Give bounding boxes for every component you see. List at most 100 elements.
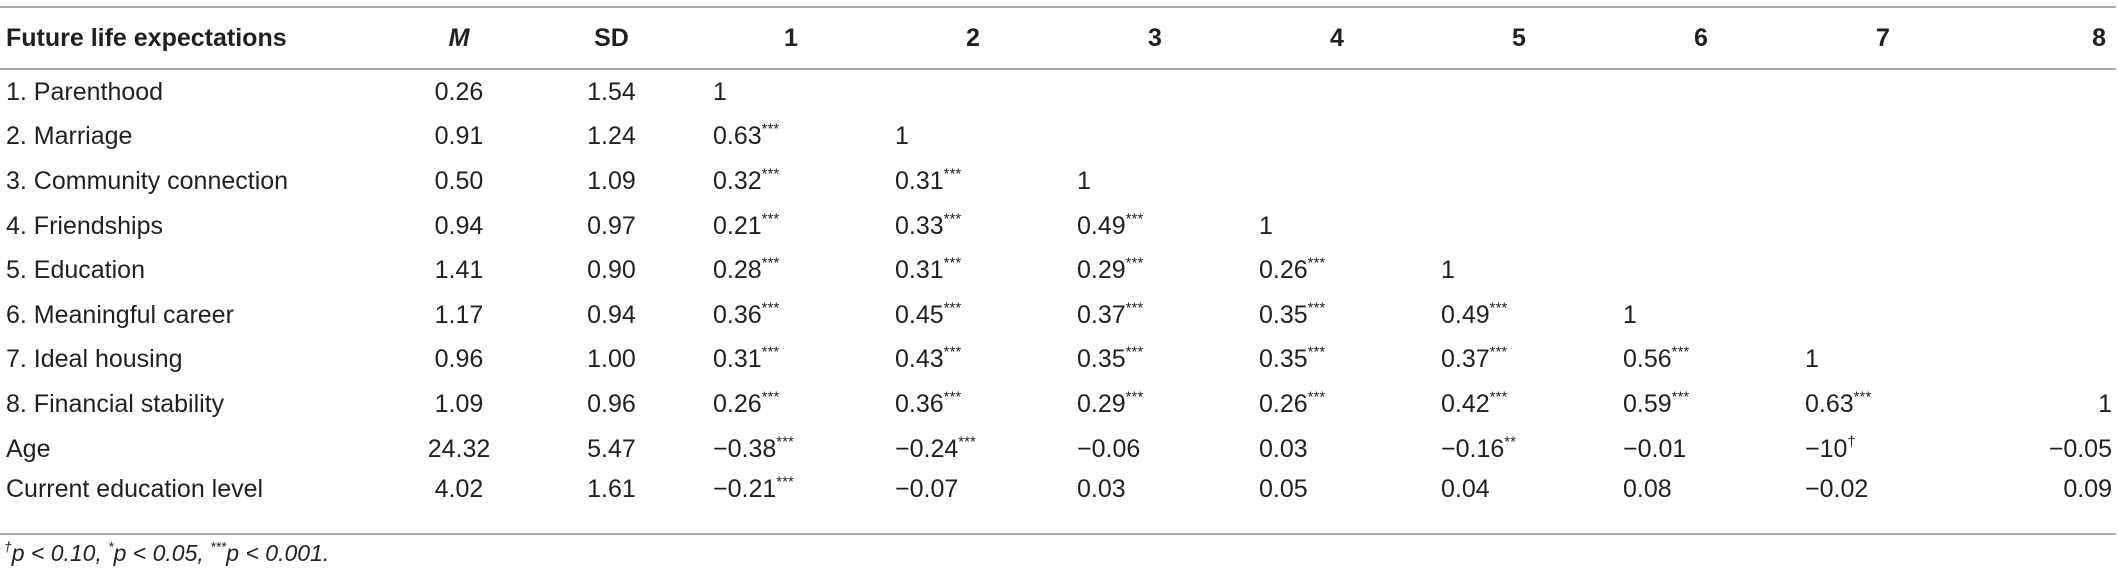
empty-cell bbox=[1610, 159, 1792, 204]
table-cell: 1 bbox=[895, 122, 909, 151]
table-cell: 0.31*** bbox=[713, 343, 780, 374]
table-cell: −0.16** bbox=[1441, 433, 1516, 463]
row-label: 8. Financial stability bbox=[6, 389, 225, 418]
empty-cell bbox=[1246, 159, 1428, 204]
table-cell: −0.06 bbox=[1077, 434, 1141, 463]
table-cell: 0.56*** bbox=[1623, 343, 1690, 374]
table-cell: 1 bbox=[1441, 256, 1455, 285]
empty-cell bbox=[1428, 159, 1610, 204]
table-cell: 0.36*** bbox=[895, 388, 962, 418]
table-cell: 0.96 bbox=[434, 345, 484, 374]
table-cell: 0.26 bbox=[434, 77, 484, 106]
row-label: 6. Meaningful career bbox=[6, 300, 234, 329]
table-row: Current education level 4.02 1.61 −0.21*** −… bbox=[0, 471, 2116, 535]
table-cell: 0.21*** bbox=[713, 210, 780, 240]
table-cell: 1.41 bbox=[434, 256, 484, 285]
empty-cell bbox=[1974, 204, 2116, 249]
table-cell: 0.29*** bbox=[1077, 388, 1144, 418]
table-cell: 0.94 bbox=[434, 211, 484, 240]
empty-cell bbox=[1974, 248, 2116, 293]
empty-cell bbox=[1792, 69, 1974, 115]
table-cell: 0.08 bbox=[1623, 475, 1672, 504]
empty-cell bbox=[1792, 159, 1974, 204]
table-cell: 1 bbox=[1805, 345, 1819, 374]
table-cell: 0.37*** bbox=[1441, 343, 1508, 374]
table-body: 1. Parenthood 0.26 1.54 1 2. Marriage 0.91 1.2… bbox=[0, 69, 2116, 535]
table-cell: 0.42*** bbox=[1441, 388, 1508, 418]
table-cell: −0.05 bbox=[2048, 434, 2112, 463]
table-cell: 1.09 bbox=[587, 166, 636, 195]
table-row: 5. Education 1.41 0.90 0.28*** 0.31*** 0.29**… bbox=[0, 248, 2116, 293]
empty-cell bbox=[1974, 159, 2116, 204]
table-cell: 1 bbox=[1077, 166, 1091, 195]
empty-cell bbox=[1064, 115, 1246, 160]
table-cell: 0.28*** bbox=[713, 254, 780, 285]
table-cell: −0.38*** bbox=[713, 433, 794, 463]
empty-cell bbox=[1792, 293, 1974, 338]
table-cell: 1.24 bbox=[587, 122, 636, 151]
empty-cell bbox=[1428, 115, 1610, 160]
table-cell: 0.36*** bbox=[713, 299, 780, 329]
empty-cell bbox=[1974, 115, 2116, 160]
table-row: 6. Meaningful career 1.17 0.94 0.36*** 0.45*… bbox=[0, 293, 2116, 338]
empty-cell bbox=[1792, 248, 1974, 293]
table-cell: 0.09 bbox=[2063, 475, 2112, 504]
empty-cell bbox=[1974, 293, 2116, 338]
table-cell: 0.35*** bbox=[1077, 343, 1144, 374]
row-label: 3. Community connection bbox=[6, 166, 289, 195]
header-cell: SD bbox=[594, 23, 629, 52]
table-cell: 1.17 bbox=[434, 300, 484, 329]
table-cell: 0.26*** bbox=[1259, 254, 1326, 285]
empty-cell bbox=[1610, 69, 1792, 115]
row-label: 7. Ideal housing bbox=[6, 345, 183, 374]
table-cell: 0.05 bbox=[1259, 475, 1308, 504]
table-cell: 0.37*** bbox=[1077, 299, 1144, 329]
table-cell: 0.29*** bbox=[1077, 254, 1144, 285]
table-cell: 1.00 bbox=[587, 345, 636, 374]
table-cell: 0.43*** bbox=[895, 343, 962, 374]
header-cell: Future life expectations bbox=[6, 23, 287, 52]
table-cell: 0.59*** bbox=[1623, 388, 1690, 418]
table-row: 2. Marriage 0.91 1.24 0.63*** 1 bbox=[0, 115, 2116, 160]
table-cell: 1 bbox=[1623, 300, 1637, 329]
table-cell: 1 bbox=[2098, 389, 2112, 418]
header-row: Future life expectations M SD 1 2 3 4 5 6 7 8 bbox=[0, 7, 2116, 69]
empty-cell bbox=[1428, 204, 1610, 249]
empty-cell bbox=[1792, 115, 1974, 160]
table-cell: 0.91 bbox=[434, 122, 484, 151]
row-label: Current education level bbox=[6, 475, 264, 504]
empty-cell bbox=[1610, 115, 1792, 160]
row-label: Age bbox=[6, 434, 51, 463]
table-cell: −0.07 bbox=[895, 475, 959, 504]
empty-cell bbox=[882, 69, 1064, 115]
table-cell: 0.63*** bbox=[713, 120, 780, 151]
row-label: 2. Marriage bbox=[6, 122, 133, 151]
table-cell: 0.32*** bbox=[713, 165, 780, 195]
table-cell: 0.03 bbox=[1077, 475, 1126, 504]
header-cell: 3 bbox=[1148, 23, 1162, 52]
row-label: 4. Friendships bbox=[6, 211, 164, 240]
table-cell: −0.01 bbox=[1623, 434, 1687, 463]
table-cell: 0.31*** bbox=[895, 254, 962, 285]
correlation-table: Future life expectations M SD 1 2 3 4 5 6 7 8 1. P… bbox=[0, 6, 2116, 535]
table-cell: 0.33*** bbox=[895, 210, 962, 240]
table-cell: 1 bbox=[713, 77, 727, 106]
table-cell: 1.61 bbox=[587, 475, 636, 504]
table-cell: 1.09 bbox=[434, 389, 484, 418]
table-cell: 0.49*** bbox=[1077, 210, 1144, 240]
table-cell: 0.45*** bbox=[895, 299, 962, 329]
table-cell: −10† bbox=[1805, 433, 1856, 463]
table-cell: 0.49*** bbox=[1441, 299, 1508, 329]
table-cell: 0.35*** bbox=[1259, 343, 1326, 374]
empty-cell bbox=[1610, 204, 1792, 249]
table-cell: 0.63*** bbox=[1805, 388, 1872, 418]
table-cell: 0.94 bbox=[587, 300, 636, 329]
footnote: †p < 0.10, *p < 0.05, ***p < 0.001. bbox=[4, 539, 330, 566]
table-cell: 0.50 bbox=[434, 166, 484, 195]
table-cell: 24.32 bbox=[427, 434, 491, 463]
table-row: Age 24.32 5.47 −0.38*** −0.24*** −0.06 0.03 −0.… bbox=[0, 427, 2116, 472]
table-row: 3. Community connection 0.50 1.09 0.32*** 0.… bbox=[0, 159, 2116, 204]
table-cell: −0.21*** bbox=[713, 473, 794, 504]
table-cell: −0.24*** bbox=[895, 433, 976, 463]
